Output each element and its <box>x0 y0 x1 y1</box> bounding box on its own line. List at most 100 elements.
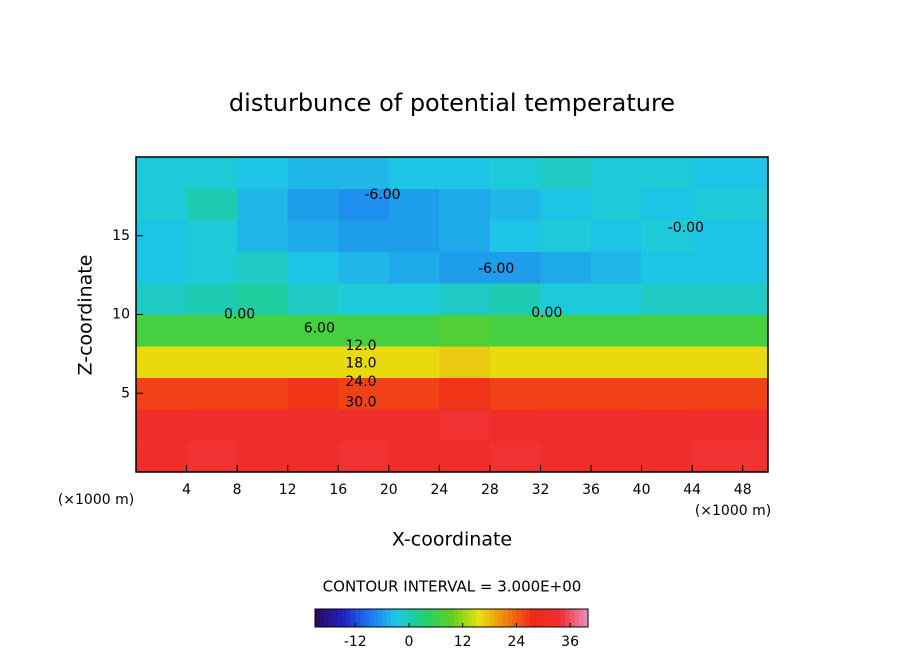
colorbar-cell <box>373 609 378 627</box>
field-cell <box>540 157 592 189</box>
field-cell <box>641 314 693 347</box>
contour-label: -6.00 <box>478 261 514 277</box>
contour-label: 30.0 <box>345 395 376 411</box>
field-cell <box>237 157 289 189</box>
field-cell <box>388 440 440 473</box>
field-cell <box>439 377 491 410</box>
field-cell <box>136 409 188 441</box>
field-cell <box>591 220 643 252</box>
field-cell <box>489 188 541 221</box>
colorbar-cell <box>547 609 553 627</box>
colorbar-cell <box>507 609 513 627</box>
field-cell <box>591 283 643 315</box>
contour-label: 18.0 <box>345 355 376 371</box>
colorbar-cell <box>435 609 441 627</box>
field-cell <box>237 346 289 378</box>
field-cell <box>287 377 339 410</box>
field-cell <box>287 251 339 284</box>
colorbar-cell <box>341 609 347 627</box>
colorbar-cell <box>382 609 387 627</box>
field-cell <box>439 409 491 441</box>
field-cell <box>287 220 339 252</box>
colorbar-cell <box>525 609 531 627</box>
field-cell <box>136 314 188 347</box>
field-cell <box>591 157 643 189</box>
x-tick-label: 44 <box>683 482 701 498</box>
field-cell <box>641 377 693 410</box>
field-cell <box>388 251 440 284</box>
field-cell <box>136 220 188 252</box>
field-cell <box>388 346 440 378</box>
field-cell <box>287 283 339 315</box>
field-cell <box>439 188 491 221</box>
field-cell <box>388 314 440 347</box>
field-cell <box>489 283 541 315</box>
contour-interval: CONTOUR INTERVAL = 3.000E+00 <box>323 578 582 596</box>
field-cell <box>489 409 541 441</box>
colorbar-cell <box>386 609 392 627</box>
field-cell <box>692 157 769 189</box>
colorbar-cell <box>565 609 571 627</box>
field-cell <box>641 188 693 221</box>
field-cell <box>540 409 592 441</box>
x-tick-label: 28 <box>481 482 499 498</box>
field-cell <box>287 188 339 221</box>
field-cell <box>186 251 238 284</box>
field-cell <box>692 314 769 347</box>
x-tick-label: 48 <box>734 482 752 498</box>
field-cell <box>641 409 693 441</box>
colorbar-cell <box>579 609 584 627</box>
y-tick-label: 15 <box>112 228 130 244</box>
colorbar-tick-label: -12 <box>344 634 367 650</box>
colorbar-cell <box>511 609 517 627</box>
field-cell <box>540 377 592 410</box>
y-tick-label: 5 <box>121 385 130 401</box>
field-cell <box>338 346 390 378</box>
colorbar-tick-label: 12 <box>454 634 472 650</box>
field-cell <box>338 409 390 441</box>
field-cell <box>641 220 693 252</box>
field-cell <box>692 377 769 410</box>
colorbar-cell <box>516 609 522 627</box>
field-cell <box>692 188 769 221</box>
colorbar-cell <box>440 609 446 627</box>
field-cell <box>388 377 440 410</box>
colorbar-cell <box>583 609 589 627</box>
colorbar-cell <box>449 609 455 627</box>
field-cell <box>186 377 238 410</box>
field-cell <box>136 188 188 221</box>
colorbar-cell <box>359 609 365 627</box>
field-cell <box>641 346 693 378</box>
field-cell <box>136 251 188 284</box>
field-cell <box>186 346 238 378</box>
field-cell <box>591 251 643 284</box>
colorbar-cell <box>413 609 419 627</box>
colorbar-cell <box>431 609 437 627</box>
field-cell <box>489 251 541 284</box>
chart-title: disturbunce of potential temperature <box>229 89 675 117</box>
field-cell <box>338 440 390 473</box>
field-cell <box>237 283 289 315</box>
field-cell <box>338 251 390 284</box>
y-tick-label: 10 <box>112 307 130 323</box>
field-cell <box>186 188 238 221</box>
field-cell <box>641 283 693 315</box>
field-cell <box>136 157 188 189</box>
field-cell <box>489 346 541 378</box>
colorbar-cell <box>346 609 352 627</box>
colorbar-frame <box>314 608 589 628</box>
field-cell <box>439 157 491 189</box>
colorbar-tick-label: 36 <box>561 634 579 650</box>
colorbar-tick-label: 0 <box>405 634 414 650</box>
field-cell <box>338 188 390 221</box>
field-cell <box>489 220 541 252</box>
field-cell <box>237 377 289 410</box>
field-cell <box>287 440 339 473</box>
colorbar-cell <box>391 609 396 627</box>
colorbar-cell <box>552 609 557 627</box>
x-tick-label: 8 <box>233 482 242 498</box>
colorbar-cell <box>368 609 374 627</box>
field-cell <box>186 157 238 189</box>
field-cell <box>591 346 643 378</box>
colorbar-cell <box>400 609 405 627</box>
